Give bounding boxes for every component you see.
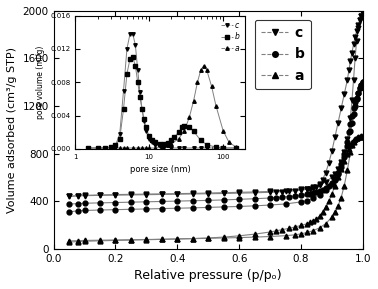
- Legend: c, b, a: c, b, a: [255, 20, 311, 89]
- X-axis label: Relative pressure (p/pₒ): Relative pressure (p/pₒ): [135, 269, 282, 282]
- Y-axis label: Volume adsorbed (cm³/g STP): Volume adsorbed (cm³/g STP): [7, 47, 17, 213]
